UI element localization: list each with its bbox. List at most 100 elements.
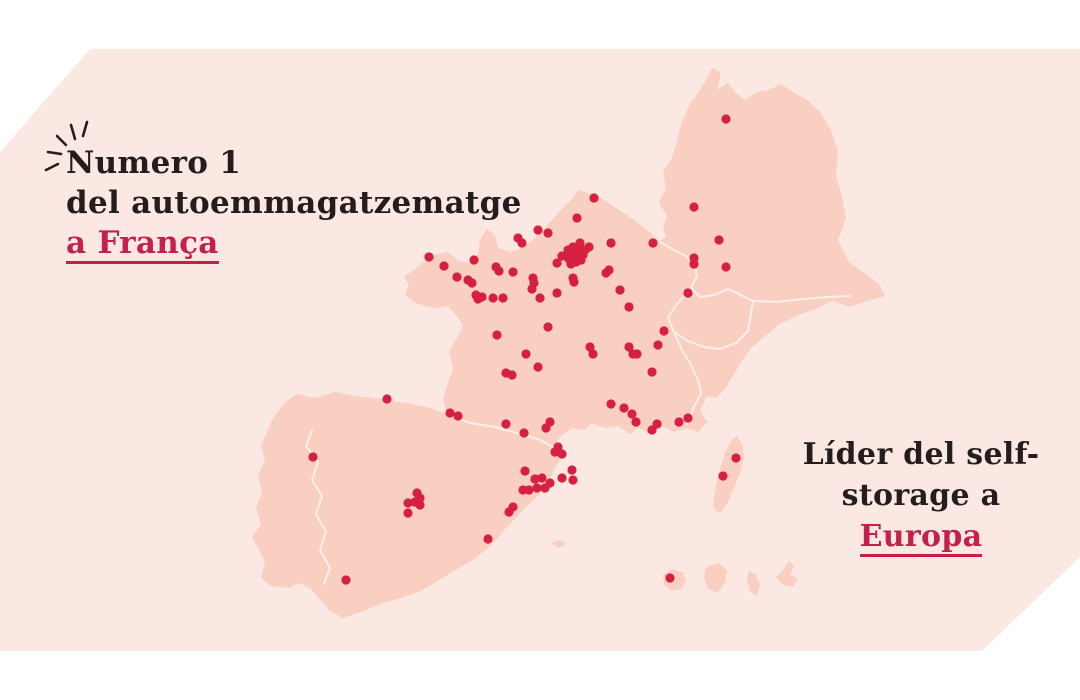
store-location-dot <box>532 483 542 493</box>
border-france-italy <box>673 331 702 425</box>
map-shape-island-4 <box>776 561 798 587</box>
headline-france-line3: a França <box>66 223 522 265</box>
store-location-dot <box>341 575 351 585</box>
map-shape-mainland <box>252 68 885 618</box>
headline-france-line1: Numero 1 <box>66 145 242 181</box>
store-location-dot <box>540 483 550 493</box>
store-location-dot <box>674 417 684 427</box>
store-location-dot <box>557 473 567 483</box>
store-location-dot <box>557 251 567 261</box>
headline-europe-line1: Líder del self- <box>802 437 1040 472</box>
border-germany-austria <box>752 295 851 303</box>
store-location-dot <box>652 419 662 429</box>
store-location-dot <box>566 259 576 269</box>
store-location-dot <box>415 500 425 510</box>
store-location-dot <box>683 413 693 423</box>
store-location-dot <box>488 293 498 303</box>
store-location-dot <box>721 262 731 272</box>
headline-europe-line2: storage a Europa <box>775 475 1067 557</box>
store-location-dot <box>589 193 599 203</box>
store-location-dot <box>648 238 658 248</box>
store-location-dot <box>543 228 553 238</box>
store-location-dot <box>647 367 657 377</box>
store-location-dot <box>689 202 699 212</box>
store-location-dot <box>518 485 528 495</box>
store-location-dot <box>543 322 553 332</box>
store-location-dot <box>718 471 728 481</box>
store-location-dot <box>624 302 634 312</box>
store-location-dot <box>552 288 562 298</box>
store-location-dot <box>572 213 582 223</box>
store-location-dot <box>483 534 493 544</box>
store-location-dot <box>504 507 514 517</box>
store-location-dot <box>624 342 634 352</box>
store-location-dot <box>403 498 413 508</box>
store-location-dot <box>568 475 578 485</box>
headline-europe: Líder del self- storage a Europa <box>775 434 1067 557</box>
store-location-dot <box>520 466 530 476</box>
country-borders <box>305 241 851 585</box>
store-location-dot <box>452 272 462 282</box>
store-location-dot <box>467 278 477 288</box>
store-location-dot <box>498 293 508 303</box>
store-location-dot <box>601 268 611 278</box>
store-location-dot <box>424 252 434 262</box>
store-location-dot <box>731 453 741 463</box>
store-location-dot <box>537 473 547 483</box>
headline-france: Numero 1 del autoemmagatzematge a França <box>66 143 522 265</box>
store-location-dot <box>521 349 531 359</box>
store-location-dot <box>557 449 567 459</box>
map-shape-island-3 <box>747 570 760 596</box>
store-location-dot <box>439 261 449 271</box>
store-location-dot <box>527 284 537 294</box>
store-location-dot <box>517 238 527 248</box>
headline-france-line2: del autoemmagatzematge <box>66 185 522 221</box>
store-location-dot <box>585 342 595 352</box>
store-location-dot <box>533 225 543 235</box>
store-location-dot <box>689 259 699 269</box>
store-location-dot <box>606 238 616 248</box>
store-location-dot <box>308 452 318 462</box>
store-location-dot <box>533 362 543 372</box>
store-location-dot <box>653 340 663 350</box>
store-location-dot <box>665 573 675 583</box>
store-location-dot <box>714 235 724 245</box>
sparkle-icon <box>44 120 89 172</box>
store-location-dot <box>631 417 641 427</box>
store-location-dot <box>550 447 560 457</box>
store-location-dot <box>541 423 551 433</box>
store-location-dot <box>615 285 625 295</box>
store-location-dot <box>619 403 629 413</box>
store-location-dot <box>659 326 669 336</box>
europa-link[interactable]: Europa <box>859 520 983 557</box>
store-location-dot <box>494 266 504 276</box>
store-location-dot <box>569 277 579 287</box>
store-location-dot <box>552 258 562 268</box>
store-location-dot <box>445 408 455 418</box>
store-location-dot <box>507 370 517 380</box>
map-shape-island-2 <box>704 563 727 593</box>
store-location-dot <box>606 399 616 409</box>
store-location-dot <box>501 419 511 429</box>
store-location-dot <box>469 255 479 265</box>
headline-europe-line2-text: storage a <box>841 478 1001 513</box>
store-location-dot <box>492 330 502 340</box>
store-location-dot <box>567 465 577 475</box>
store-location-dot <box>519 428 529 438</box>
store-location-dot <box>575 238 585 248</box>
store-location-dot <box>453 411 463 421</box>
store-location-dot <box>683 288 693 298</box>
store-location-dot <box>473 294 483 304</box>
map-dots-layer <box>308 114 741 585</box>
store-location-dot <box>382 394 392 404</box>
store-location-dot <box>632 349 642 359</box>
store-location-dot <box>403 508 413 518</box>
border-france-spain <box>446 413 554 448</box>
store-location-dot <box>580 245 590 255</box>
store-location-dot <box>530 474 540 484</box>
france-link[interactable]: a França <box>66 226 219 265</box>
border-switzerland <box>667 287 754 350</box>
store-location-dot <box>508 267 518 277</box>
